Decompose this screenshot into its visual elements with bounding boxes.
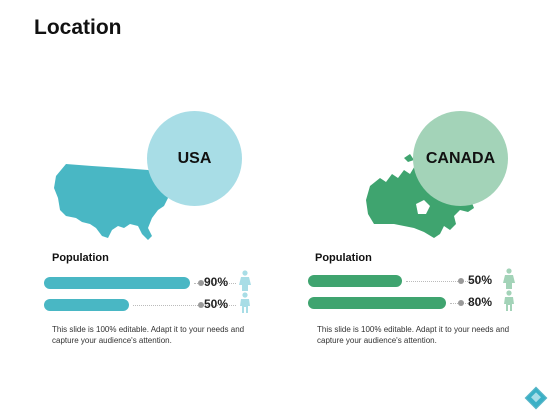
usa-bar-fill-female [44, 277, 190, 289]
usa-bar-row-male: 50% [44, 292, 264, 313]
canada-circle: CANADA [413, 111, 508, 206]
usa-percent-female: 90% [204, 275, 229, 289]
dotted-line [194, 283, 236, 284]
canada-percent-female: 50% [468, 273, 493, 287]
canada-bar-fill-male [308, 297, 446, 309]
dot-marker [198, 280, 204, 286]
dotted-line [450, 303, 488, 304]
canada-panel: CANADA Population 50% 80% This slide is … [280, 0, 560, 420]
usa-percent-male: 50% [204, 297, 229, 311]
diamond-inner [531, 392, 541, 403]
dotted-line [406, 281, 488, 282]
slide-title: Location [34, 16, 122, 39]
usa-population-label: Population [52, 252, 109, 264]
usa-country-label: USA [177, 149, 212, 167]
dotted-line [133, 305, 236, 306]
canada-bar-fill-female [308, 275, 402, 287]
dot-marker [198, 302, 204, 308]
canada-description: This slide is 100% editable. Adapt it to… [317, 325, 510, 345]
canada-bar-row-female: 50% [308, 268, 538, 289]
usa-circle: USA [147, 111, 242, 206]
dot-marker [458, 278, 464, 284]
usa-panel: USA Population 90% 50% This slide is 100… [44, 111, 264, 345]
female-person-icon [503, 268, 515, 289]
usa-bar-row-female: 90% [44, 270, 264, 291]
dot-marker [458, 300, 464, 306]
male-person-icon [240, 292, 250, 313]
male-person-icon [504, 290, 514, 311]
usa-bar-fill-male [44, 299, 129, 311]
canada-percent-male: 80% [468, 295, 493, 309]
canada-population-label: Population [315, 252, 372, 264]
canada-country-label: CANADA [425, 149, 496, 167]
usa-map-icon [54, 164, 182, 240]
female-person-icon [239, 270, 251, 291]
usa-description: This slide is 100% editable. Adapt it to… [52, 325, 245, 345]
canada-bar-row-male: 80% [308, 290, 538, 311]
